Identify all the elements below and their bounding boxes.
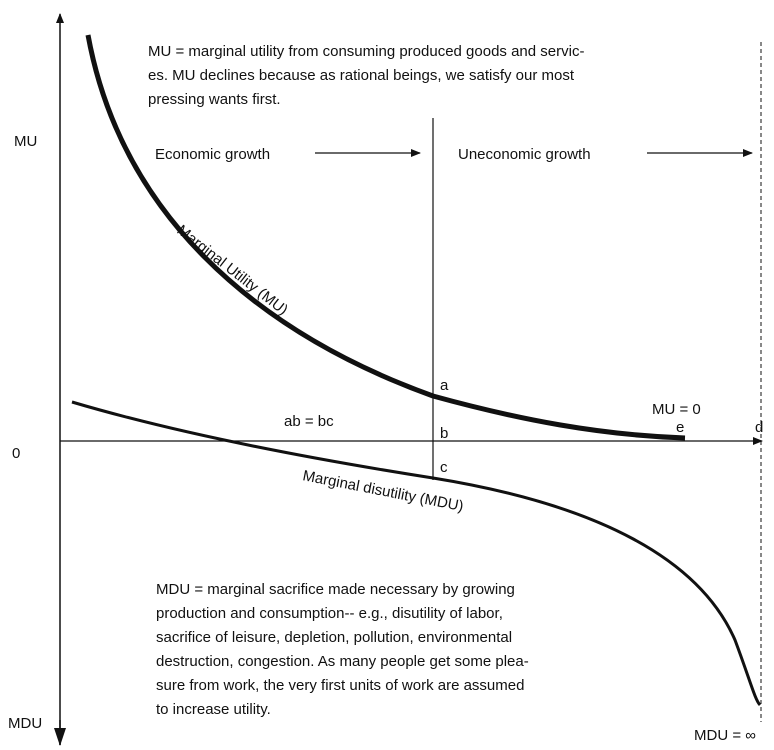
note-line: MDU = marginal sacrifice made necessary … <box>156 581 515 598</box>
point-label: e <box>676 419 684 436</box>
mu-curve <box>85 34 686 441</box>
point-label: d <box>755 419 763 436</box>
note-line: sure from work, the very first units of … <box>156 677 524 694</box>
point-label: a <box>440 377 449 394</box>
note-line: es. MU declines because as rational bein… <box>148 67 575 84</box>
axis-label: MDU <box>8 715 42 732</box>
region-label: Economic growth <box>155 146 270 163</box>
axis-label: 0 <box>12 445 20 462</box>
down-arrow <box>54 728 66 746</box>
equality-label: ab = bc <box>284 413 334 430</box>
note-line: to increase utility. <box>156 701 271 718</box>
note-line: production and consumption-- e.g., disut… <box>156 605 503 622</box>
point-label: c <box>440 459 448 476</box>
curve-label: Marginal Utility (MU) <box>174 222 292 319</box>
note-line: MU = marginal utility from consuming pro… <box>148 43 584 60</box>
note-line: pressing wants first. <box>148 91 281 108</box>
axis-label: MU <box>14 133 37 150</box>
mdu-curve <box>71 400 762 707</box>
point-label: b <box>440 425 448 442</box>
region-label: Uneconomic growth <box>458 146 591 163</box>
annotation: MU = 0 <box>652 401 701 418</box>
annotation: MDU = ∞ <box>694 727 756 744</box>
note-line: destruction, congestion. As many people … <box>156 653 529 670</box>
note-line: sacrifice of leisure, depletion, polluti… <box>156 629 512 646</box>
